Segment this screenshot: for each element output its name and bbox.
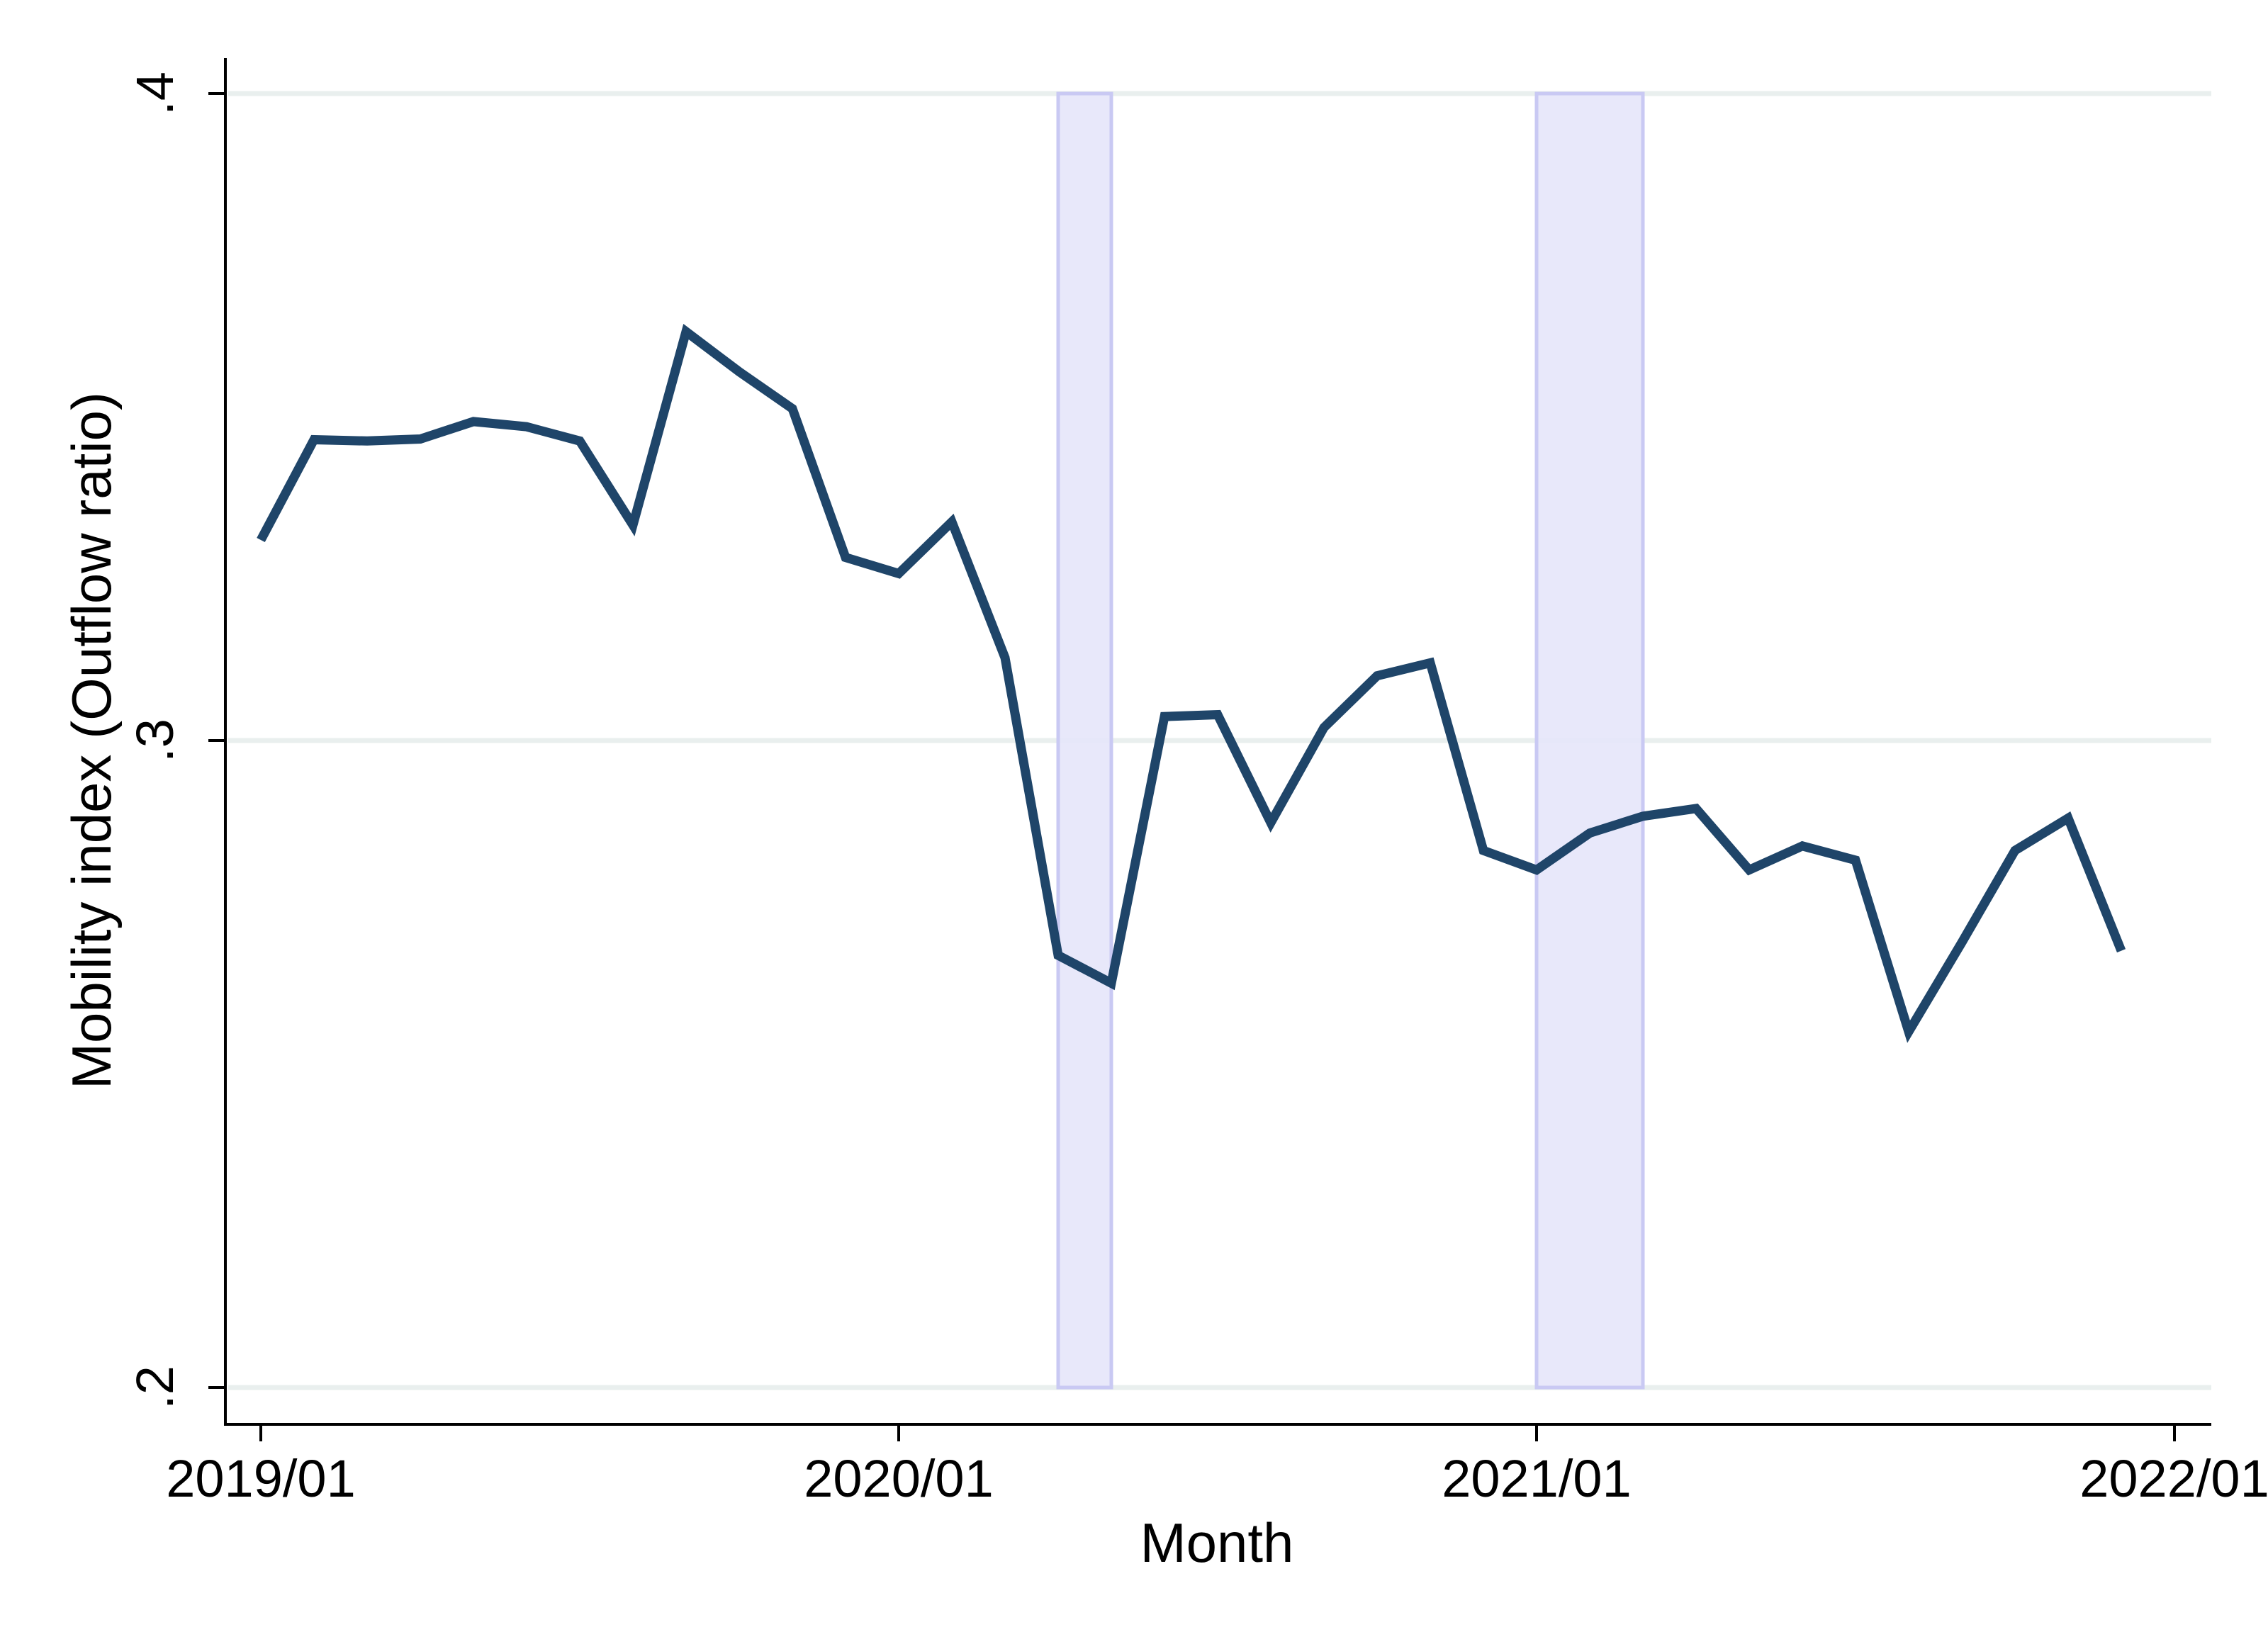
shaded-periods <box>1056 91 1645 1390</box>
series-line <box>257 324 2126 1043</box>
data-point <box>313 438 315 441</box>
x-tick-label: 2021/01 <box>1442 1449 1632 1508</box>
series <box>257 324 2126 1043</box>
data-point <box>1004 656 1006 659</box>
data-point <box>1216 713 1219 716</box>
data-point <box>1695 807 1697 810</box>
data-point <box>844 556 847 559</box>
y-axis-title: Mobility index (Outflow ratio) <box>60 392 123 1089</box>
data-point <box>1376 675 1379 677</box>
data-point <box>897 572 900 575</box>
x-tick-label: 2020/01 <box>804 1449 994 1508</box>
data-point <box>1163 715 1166 718</box>
data-point <box>259 539 262 541</box>
data-point <box>685 330 687 333</box>
data-point <box>1641 815 1644 818</box>
data-point <box>1429 661 1432 664</box>
y-tick-label: .4 <box>125 72 184 116</box>
x-axis-title: Month <box>1140 1512 1294 1574</box>
ticks: .2 .3 .4 2019/01 2020/01 2021/01 2022/01 <box>125 72 2268 1508</box>
data-point <box>1482 849 1485 852</box>
data-point <box>2014 849 2016 852</box>
data-point <box>631 524 634 527</box>
data-point <box>1269 821 1272 824</box>
data-point <box>1535 869 1538 872</box>
data-point <box>1057 954 1060 957</box>
data-point <box>791 407 794 410</box>
y-tick-label: .2 <box>125 1366 184 1409</box>
data-point <box>472 420 475 423</box>
data-point <box>578 439 581 442</box>
data-point <box>738 371 741 373</box>
data-point <box>1588 832 1591 835</box>
data-point <box>1323 726 1325 729</box>
shaded-period <box>1534 91 1645 1390</box>
gridlines <box>228 91 2211 1390</box>
data-point <box>419 438 422 441</box>
x-tick-label: 2022/01 <box>2079 1449 2268 1508</box>
data-point <box>1907 1030 1910 1033</box>
data-point <box>2120 950 2123 952</box>
data-point <box>2067 817 2070 820</box>
data-point <box>366 439 369 442</box>
data-point <box>1854 859 1857 862</box>
data-point <box>950 520 953 523</box>
data-point <box>1960 941 1963 944</box>
y-tick-label: .3 <box>125 719 184 762</box>
data-point <box>1748 869 1751 872</box>
x-tick-label: 2019/01 <box>166 1449 356 1508</box>
shaded-period <box>1056 91 1113 1390</box>
data-point <box>525 425 528 428</box>
data-point <box>1110 981 1113 984</box>
data-point <box>1801 845 1804 848</box>
